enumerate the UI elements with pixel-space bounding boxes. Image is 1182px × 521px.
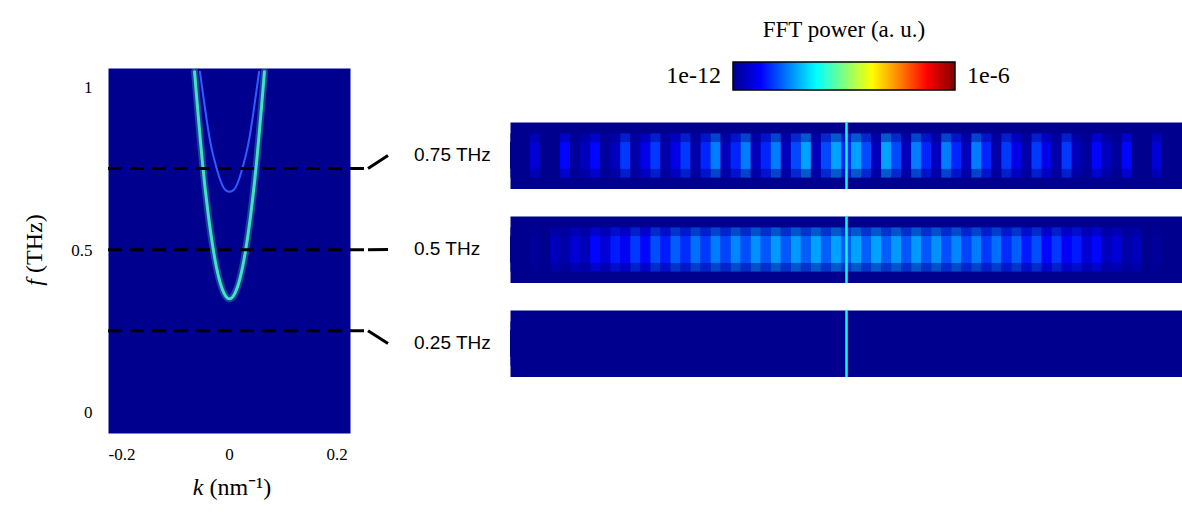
- svg-text:0.2: 0.2: [326, 445, 347, 464]
- svg-text:1e-12: 1e-12: [666, 62, 721, 88]
- svg-text:-0.2: -0.2: [108, 445, 135, 464]
- svg-text:0: 0: [84, 403, 93, 422]
- svg-text:0.5 THz: 0.5 THz: [414, 238, 480, 259]
- svg-text:0.75 THz: 0.75 THz: [414, 144, 491, 165]
- svg-text:1e-6: 1e-6: [967, 62, 1010, 88]
- svg-text:1: 1: [84, 78, 93, 97]
- svg-text:FFT power (a. u.): FFT power (a. u.): [763, 17, 925, 42]
- svg-text:f (THz): f (THz): [21, 214, 47, 285]
- svg-text:0.5: 0.5: [71, 241, 92, 260]
- svg-text:0: 0: [225, 445, 234, 464]
- svg-text:k (nm⁻¹): k (nm⁻¹): [193, 474, 272, 500]
- svg-text:0.25 THz: 0.25 THz: [414, 332, 491, 353]
